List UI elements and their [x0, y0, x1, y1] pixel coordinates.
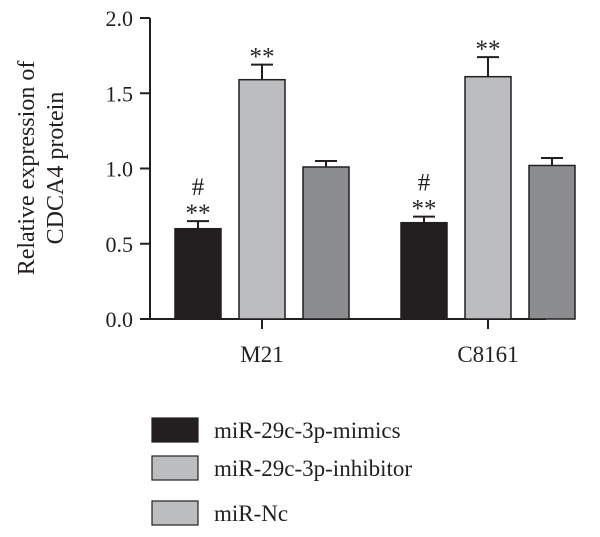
y-axis-label: Relative expression of CDCA4 protein	[14, 61, 69, 276]
y-axis-title: CDCA4 protein	[43, 92, 69, 245]
bar	[400, 221, 448, 320]
bar	[238, 78, 286, 320]
legend: miR-29c-3p-mimics miR-29c-3p-inhibitor miR…	[151, 417, 412, 526]
y-tick-label: 0.0	[106, 307, 134, 332]
legend-label: miR-29c-3p-mimics	[214, 418, 401, 443]
significance-label: #	[192, 174, 205, 201]
legend-label: miR-Nc	[214, 501, 288, 526]
significance-label: #	[418, 170, 431, 197]
bar	[302, 166, 350, 320]
y-axis-title: Relative expression of	[14, 61, 40, 276]
bar	[174, 227, 222, 320]
significance-label: **	[186, 200, 211, 227]
axes: 0.0 0.5 1.0 1.5 2.0 M21 C8161	[106, 6, 546, 367]
bar	[528, 164, 576, 320]
x-tick-label: C8161	[457, 342, 518, 367]
y-tick-label: 1.0	[106, 157, 134, 182]
significance-label: **	[250, 44, 275, 71]
legend-label: miR-29c-3p-inhibitor	[214, 456, 412, 481]
significance-label: **	[476, 36, 501, 63]
significance-label: **	[412, 196, 437, 223]
y-tick-label: 1.5	[106, 81, 134, 106]
bar	[464, 75, 512, 320]
legend-swatch	[151, 455, 199, 481]
legend-swatch	[151, 417, 199, 443]
legend-swatch	[151, 500, 199, 526]
y-tick-label: 0.5	[106, 232, 134, 257]
x-tick-label: M21	[240, 342, 283, 367]
bars: **#****#**	[174, 36, 576, 320]
y-tick-label: 2.0	[106, 6, 134, 31]
